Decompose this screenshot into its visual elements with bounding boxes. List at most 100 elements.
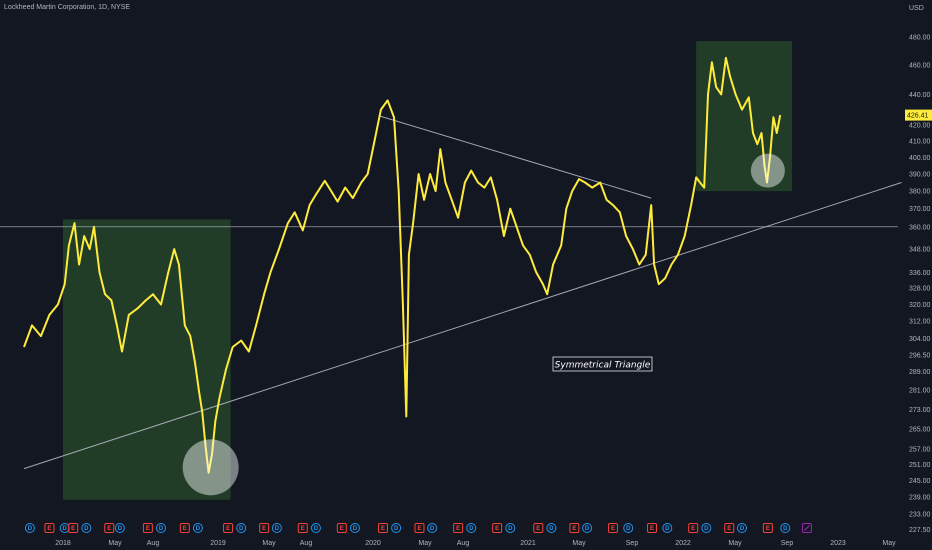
time-axis: 2018 May Aug 2019 May Aug 2020 May Aug 2021 May Sep… bbox=[55, 540, 896, 547]
dividend-marker-label: D bbox=[118, 526, 123, 532]
dividend-marker-label: D bbox=[63, 526, 68, 532]
dividend-marker-label: D bbox=[28, 526, 33, 532]
chart-title: Lockheed Martin Corporation, 1D, NYSE bbox=[4, 4, 131, 11]
price-tick-label: 360.00 bbox=[909, 224, 931, 231]
earnings-event-marker: E bbox=[68, 523, 79, 533]
dividend-event-marker: D bbox=[156, 523, 167, 533]
dividend-event-marker: D bbox=[114, 523, 125, 533]
earnings-marker-label: E bbox=[107, 526, 111, 532]
split-marker-frame bbox=[801, 523, 812, 533]
earnings-marker-label: E bbox=[226, 526, 230, 532]
time-tick-label: 2022 bbox=[675, 540, 691, 547]
time-tick-label: Aug bbox=[147, 540, 160, 547]
earnings-marker-frame bbox=[688, 523, 699, 533]
earnings-marker-label: E bbox=[456, 526, 460, 532]
earnings-marker-label: E bbox=[417, 526, 421, 532]
time-tick-label: May bbox=[262, 540, 276, 547]
dividend-marker-label: D bbox=[783, 526, 788, 532]
price-tick-label: 239.00 bbox=[909, 495, 931, 502]
earnings-event-marker: E bbox=[533, 523, 544, 533]
earnings-marker-frame bbox=[414, 523, 425, 533]
time-tick-label: 2020 bbox=[365, 540, 381, 547]
currency-label: USD bbox=[909, 5, 924, 12]
price-line bbox=[23, 56, 782, 474]
earnings-marker-frame bbox=[104, 523, 115, 533]
earnings-marker-frame bbox=[179, 523, 190, 533]
price-tick-label: 320.00 bbox=[909, 302, 931, 309]
dividend-marker-frame bbox=[310, 523, 321, 533]
dividend-marker-frame bbox=[391, 523, 402, 533]
price-tick-label: 296.50 bbox=[909, 352, 931, 359]
dividend-marker-label: D bbox=[549, 526, 554, 532]
time-tick-label: May bbox=[572, 540, 586, 547]
dividend-marker-label: D bbox=[196, 526, 201, 532]
earnings-event-marker: E bbox=[724, 523, 735, 533]
dividend-event-marker: D bbox=[662, 523, 673, 533]
dividend-marker-label: D bbox=[704, 526, 709, 532]
earnings-event-marker: E bbox=[142, 523, 153, 533]
time-tick-label: Sep bbox=[781, 540, 794, 547]
price-tick-label: 480.00 bbox=[909, 35, 931, 42]
earnings-event-marker: E bbox=[179, 523, 190, 533]
dividend-marker-label: D bbox=[275, 526, 280, 532]
dividend-event-marker: D bbox=[24, 523, 35, 533]
earnings-marker-label: E bbox=[572, 526, 576, 532]
time-tick-label: Aug bbox=[300, 540, 313, 547]
earnings-event-marker: E bbox=[377, 523, 388, 533]
dividend-marker-frame bbox=[623, 523, 634, 533]
dividend-marker-label: D bbox=[508, 526, 513, 532]
circle-marker bbox=[182, 439, 239, 496]
dividend-event-marker: D bbox=[780, 523, 791, 533]
price-tick-label: 251.00 bbox=[909, 462, 931, 469]
dividend-event-marker: D bbox=[236, 523, 247, 533]
earnings-marker-label: E bbox=[611, 526, 615, 532]
dividend-event-marker: D bbox=[623, 523, 634, 533]
price-tick-label: 233.00 bbox=[909, 511, 931, 518]
highlight-zone bbox=[63, 219, 231, 500]
pattern-label: Symmetrical Triangle bbox=[555, 361, 651, 371]
earnings-marker-frame bbox=[533, 523, 544, 533]
current-price-bg bbox=[905, 109, 932, 121]
dividend-event-marker: D bbox=[59, 523, 70, 533]
earnings-marker-label: E bbox=[766, 526, 770, 532]
current-price-badge: 426.41 bbox=[905, 109, 932, 121]
dividend-event-marker: D bbox=[349, 523, 360, 533]
price-tick-label: 410.00 bbox=[909, 138, 931, 145]
earnings-marker-frame bbox=[569, 523, 580, 533]
dividend-marker-label: D bbox=[665, 526, 670, 532]
circle-marker bbox=[750, 153, 785, 188]
earnings-marker-label: E bbox=[536, 526, 540, 532]
price-tick-label: 312.00 bbox=[909, 319, 931, 326]
earnings-marker-label: E bbox=[381, 526, 385, 532]
time-tick-label: May bbox=[882, 540, 896, 547]
earnings-marker-label: E bbox=[71, 526, 75, 532]
price-tick-label: 400.00 bbox=[909, 155, 931, 162]
dividend-marker-label: D bbox=[314, 526, 319, 532]
dividend-event-marker: D bbox=[466, 523, 477, 533]
dividend-marker-frame bbox=[156, 523, 167, 533]
dividend-marker-label: D bbox=[159, 526, 164, 532]
earnings-event-marker: E bbox=[104, 523, 115, 533]
dividend-marker-label: D bbox=[394, 526, 399, 532]
price-axis: USD 480.00 460.00 440.00 420.00 410.00 400.00 3… bbox=[909, 5, 931, 534]
price-tick-label: 273.00 bbox=[909, 407, 931, 414]
dividend-marker-frame bbox=[271, 523, 282, 533]
dividend-event-marker: D bbox=[505, 523, 516, 533]
price-tick-label: 245.00 bbox=[909, 478, 931, 485]
earnings-marker-frame bbox=[492, 523, 503, 533]
dividend-marker-frame bbox=[192, 523, 203, 533]
dividend-marker-frame bbox=[349, 523, 360, 533]
time-tick-label: 2019 bbox=[210, 540, 226, 547]
dividend-event-marker: D bbox=[582, 523, 593, 533]
earnings-event-marker: E bbox=[762, 523, 773, 533]
dividend-marker-label: D bbox=[585, 526, 590, 532]
earnings-marker-frame bbox=[223, 523, 234, 533]
price-tick-label: 390.00 bbox=[909, 171, 931, 178]
dividend-event-marker: D bbox=[736, 523, 747, 533]
dividend-marker-frame bbox=[427, 523, 438, 533]
dividend-event-marker: D bbox=[310, 523, 321, 533]
dividend-event-marker: D bbox=[192, 523, 203, 533]
